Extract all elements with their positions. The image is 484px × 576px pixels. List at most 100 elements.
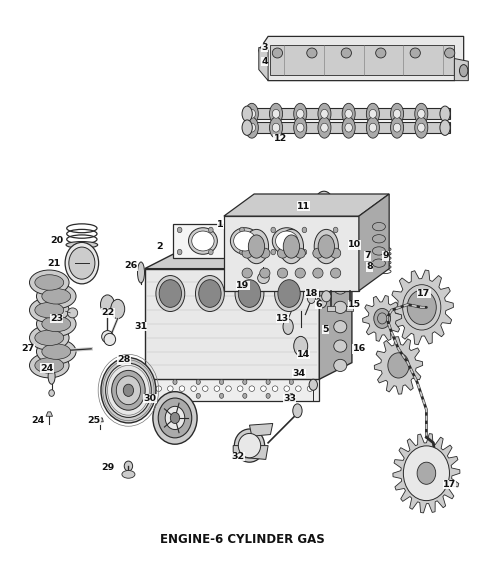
Text: 4: 4 [261,57,268,66]
Text: 12: 12 [273,134,286,143]
Ellipse shape [318,103,330,124]
Ellipse shape [269,117,282,138]
Ellipse shape [165,406,184,430]
Ellipse shape [377,313,386,324]
Ellipse shape [272,228,301,254]
Ellipse shape [321,291,330,302]
Ellipse shape [387,353,408,378]
Ellipse shape [372,234,385,243]
Ellipse shape [242,120,252,135]
Text: 17: 17 [442,480,455,489]
Ellipse shape [417,123,424,132]
Text: 20: 20 [50,237,63,245]
Text: 8: 8 [365,263,372,271]
Ellipse shape [315,191,332,213]
Ellipse shape [257,272,269,283]
Ellipse shape [195,275,224,312]
Ellipse shape [248,386,254,392]
Ellipse shape [275,231,297,251]
Text: 3: 3 [261,43,268,52]
Ellipse shape [407,290,436,325]
Text: 30: 30 [143,394,156,403]
Ellipse shape [333,249,337,255]
Ellipse shape [365,103,378,124]
Ellipse shape [320,123,328,132]
Polygon shape [144,268,318,379]
Ellipse shape [238,433,260,458]
Text: 33: 33 [283,394,295,403]
Ellipse shape [302,249,306,255]
Ellipse shape [403,446,449,501]
Ellipse shape [410,455,441,491]
Ellipse shape [269,103,282,124]
Ellipse shape [42,344,71,359]
Text: 1: 1 [217,220,224,229]
Text: 9: 9 [381,252,388,260]
Ellipse shape [393,109,400,118]
Text: 21: 21 [47,259,61,268]
Ellipse shape [373,309,390,328]
Ellipse shape [272,48,282,58]
Ellipse shape [196,393,200,399]
Ellipse shape [272,109,279,118]
Ellipse shape [346,222,361,232]
Polygon shape [362,295,401,342]
Ellipse shape [244,229,268,264]
Ellipse shape [365,117,378,138]
Ellipse shape [375,48,385,58]
Ellipse shape [167,386,173,392]
Ellipse shape [137,262,144,283]
Ellipse shape [198,280,221,308]
Ellipse shape [196,380,200,385]
Text: 6: 6 [315,300,321,309]
Ellipse shape [245,103,258,124]
Ellipse shape [104,334,115,346]
Ellipse shape [265,393,270,399]
Ellipse shape [144,386,150,392]
Ellipse shape [306,291,315,304]
Text: 18: 18 [305,289,318,298]
Ellipse shape [35,330,63,346]
Ellipse shape [35,275,63,290]
Ellipse shape [314,229,338,264]
Ellipse shape [121,471,135,478]
Ellipse shape [302,227,306,233]
Ellipse shape [372,259,385,267]
Ellipse shape [409,48,420,58]
Ellipse shape [155,386,161,392]
Ellipse shape [49,390,54,396]
Ellipse shape [368,225,375,235]
Text: 13: 13 [275,314,288,323]
Text: 29: 29 [101,463,114,472]
Ellipse shape [372,222,385,231]
Text: 7: 7 [363,252,370,260]
Ellipse shape [170,412,179,423]
Ellipse shape [279,229,303,264]
Ellipse shape [237,386,242,392]
Ellipse shape [293,117,306,138]
Ellipse shape [283,319,293,335]
Polygon shape [258,47,268,81]
Ellipse shape [116,376,140,405]
Ellipse shape [239,227,244,233]
Text: 24: 24 [41,363,54,373]
Ellipse shape [272,386,277,392]
Bar [244,122,449,133]
Ellipse shape [259,268,270,278]
Ellipse shape [106,363,151,418]
Ellipse shape [265,380,270,385]
Ellipse shape [188,228,217,254]
Bar [244,108,449,119]
Ellipse shape [414,103,427,124]
Polygon shape [258,36,463,81]
Ellipse shape [333,227,337,233]
Ellipse shape [149,380,153,385]
Ellipse shape [308,379,317,391]
Ellipse shape [316,295,326,308]
Ellipse shape [341,117,354,138]
Ellipse shape [155,275,184,312]
Polygon shape [224,216,358,291]
Ellipse shape [344,123,352,132]
Ellipse shape [208,249,213,255]
Ellipse shape [295,386,301,392]
